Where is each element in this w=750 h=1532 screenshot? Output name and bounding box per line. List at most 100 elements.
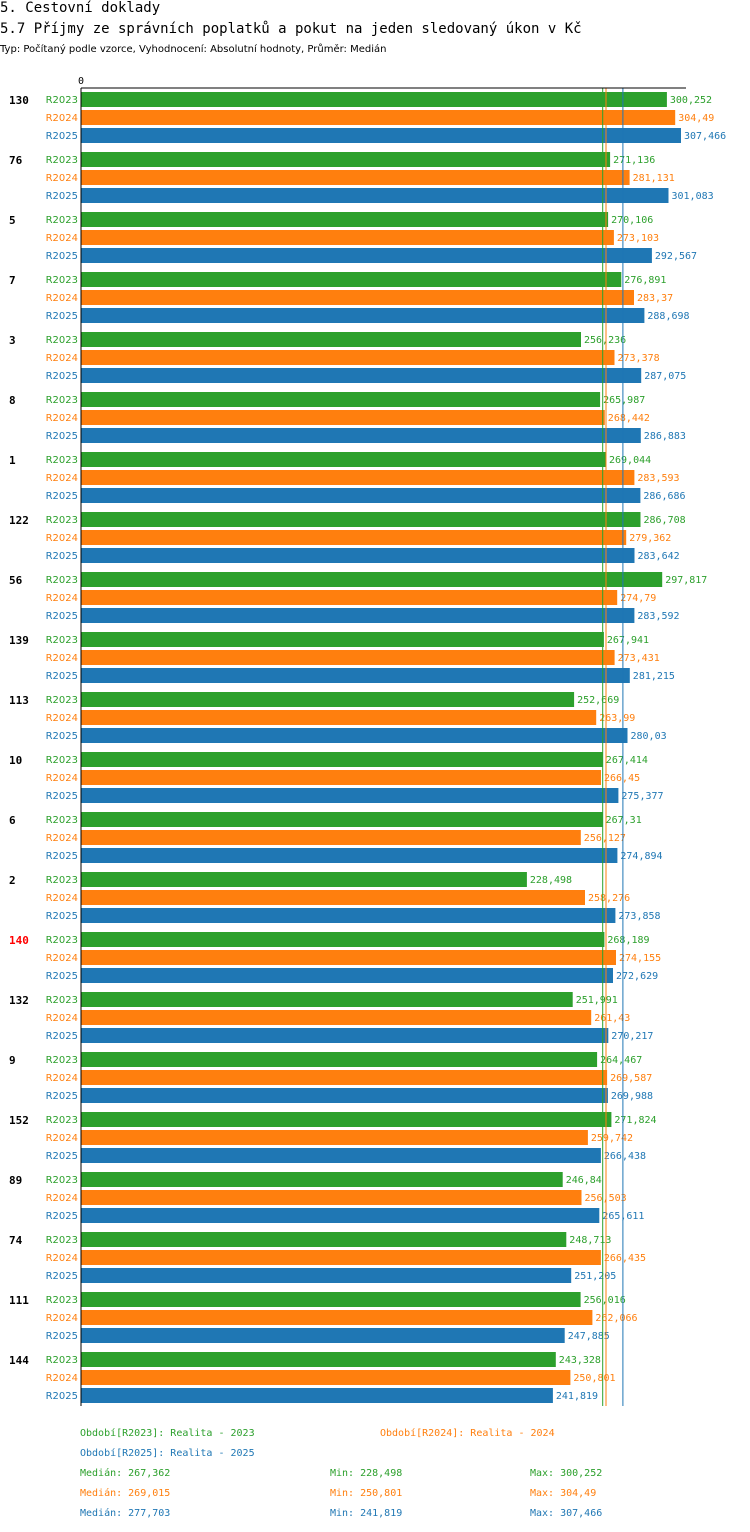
category-label: 89 bbox=[9, 1174, 22, 1187]
bar bbox=[81, 1208, 600, 1223]
value-label: 250,801 bbox=[573, 1373, 615, 1384]
stat-min-r2023: Min: 228,498 bbox=[330, 1468, 403, 1479]
bar bbox=[81, 452, 606, 467]
bar bbox=[81, 950, 616, 965]
series-label: R2024 bbox=[46, 113, 78, 124]
value-label: 243,328 bbox=[559, 1355, 601, 1366]
value-label: 271,824 bbox=[614, 1115, 656, 1126]
series-label: R2023 bbox=[46, 995, 78, 1006]
series-label: R2023 bbox=[46, 695, 78, 706]
value-label: 283,37 bbox=[637, 293, 673, 304]
bar bbox=[81, 272, 622, 287]
bar bbox=[81, 710, 597, 725]
series-label: R2025 bbox=[46, 1151, 78, 1162]
bar bbox=[81, 692, 575, 707]
series-label: R2025 bbox=[46, 671, 78, 682]
bar bbox=[81, 428, 641, 443]
value-label: 280,03 bbox=[631, 731, 667, 742]
legend-r2024: Období[R2024]: Realita - 2024 bbox=[380, 1428, 555, 1439]
series-label: R2024 bbox=[46, 1133, 78, 1144]
bar bbox=[81, 1328, 565, 1343]
value-label: 259,742 bbox=[591, 1133, 633, 1144]
value-label: 283,592 bbox=[637, 611, 679, 622]
bar bbox=[81, 350, 615, 365]
stat-median-r2025: Medián: 277,703 bbox=[80, 1508, 171, 1519]
category-label: 152 bbox=[9, 1114, 29, 1127]
bar bbox=[81, 668, 630, 683]
value-label: 276,891 bbox=[624, 275, 666, 286]
series-label: R2024 bbox=[46, 1373, 78, 1384]
page-title: 5.7 Příjmy ze správních poplatků a pokut… bbox=[0, 21, 582, 37]
bar bbox=[81, 392, 601, 407]
legend-r2025-label: Období[R2025]: Realita - 2025 bbox=[80, 1448, 255, 1459]
section-title: 5. Cestovní doklady bbox=[0, 0, 161, 16]
series-label: R2023 bbox=[46, 1355, 78, 1366]
series-label: R2024 bbox=[46, 1193, 78, 1204]
category-label: 5 bbox=[9, 214, 16, 227]
stat-min-r2024: Min: 250,801 bbox=[330, 1488, 403, 1499]
series-label: R2024 bbox=[46, 293, 78, 304]
category-label: 2 bbox=[9, 874, 16, 887]
legend-r2023: Období[R2023]: Realita - 2023 bbox=[80, 1428, 255, 1439]
value-label: 266,435 bbox=[604, 1253, 646, 1264]
value-label: 274,155 bbox=[619, 953, 661, 964]
value-label: 267,31 bbox=[606, 815, 642, 826]
series-label: R2023 bbox=[46, 95, 78, 106]
category-label: 1 bbox=[9, 454, 16, 467]
value-label: 264,467 bbox=[600, 1055, 642, 1066]
series-label: R2024 bbox=[46, 833, 78, 844]
bar bbox=[81, 1250, 601, 1265]
series-label: R2024 bbox=[46, 953, 78, 964]
bar bbox=[81, 1010, 592, 1025]
bar bbox=[81, 608, 635, 623]
bar bbox=[81, 128, 681, 143]
bar bbox=[81, 728, 628, 743]
series-label: R2023 bbox=[46, 755, 78, 766]
value-label: 248,713 bbox=[569, 1235, 611, 1246]
series-label: R2023 bbox=[46, 275, 78, 286]
category-label: 132 bbox=[9, 994, 29, 1007]
bar bbox=[81, 230, 614, 245]
series-label: R2025 bbox=[46, 851, 78, 862]
series-label: R2023 bbox=[46, 815, 78, 826]
series-label: R2025 bbox=[46, 191, 78, 202]
series-label: R2025 bbox=[46, 491, 78, 502]
bar bbox=[81, 212, 609, 227]
series-label: R2023 bbox=[46, 1235, 78, 1246]
value-label: 292,567 bbox=[655, 251, 697, 262]
bar bbox=[81, 410, 605, 425]
bar bbox=[81, 1172, 563, 1187]
bar bbox=[81, 650, 615, 665]
bar bbox=[81, 1370, 571, 1385]
stat-max-r2023: Max: 300,252 bbox=[530, 1468, 603, 1479]
value-label: 268,442 bbox=[608, 413, 650, 424]
series-label: R2025 bbox=[46, 611, 78, 622]
series-label: R2023 bbox=[46, 575, 78, 586]
bar bbox=[81, 1130, 588, 1145]
value-label: 274,79 bbox=[620, 593, 656, 604]
bar bbox=[81, 1352, 556, 1367]
series-label: R2025 bbox=[46, 731, 78, 742]
series-label: R2024 bbox=[46, 473, 78, 484]
series-label: R2024 bbox=[46, 353, 78, 364]
series-label: R2024 bbox=[46, 653, 78, 664]
series-label: R2024 bbox=[46, 1073, 78, 1084]
value-label: 273,103 bbox=[617, 233, 659, 244]
bar bbox=[81, 848, 618, 863]
bar bbox=[81, 1268, 572, 1283]
bar bbox=[81, 872, 527, 887]
bar bbox=[81, 812, 603, 827]
series-label: R2025 bbox=[46, 1331, 78, 1342]
value-label: 266,438 bbox=[604, 1151, 646, 1162]
value-label: 271,136 bbox=[613, 155, 655, 166]
series-label: R2025 bbox=[46, 311, 78, 322]
value-label: 275,377 bbox=[621, 791, 663, 802]
bar bbox=[81, 1070, 608, 1085]
series-label: R2025 bbox=[46, 1031, 78, 1042]
value-label: 247,885 bbox=[568, 1331, 610, 1342]
value-label: 251,205 bbox=[574, 1271, 616, 1282]
bar bbox=[81, 1028, 609, 1043]
value-label: 286,708 bbox=[644, 515, 686, 526]
series-label: R2024 bbox=[46, 893, 78, 904]
value-label: 297,817 bbox=[665, 575, 707, 586]
